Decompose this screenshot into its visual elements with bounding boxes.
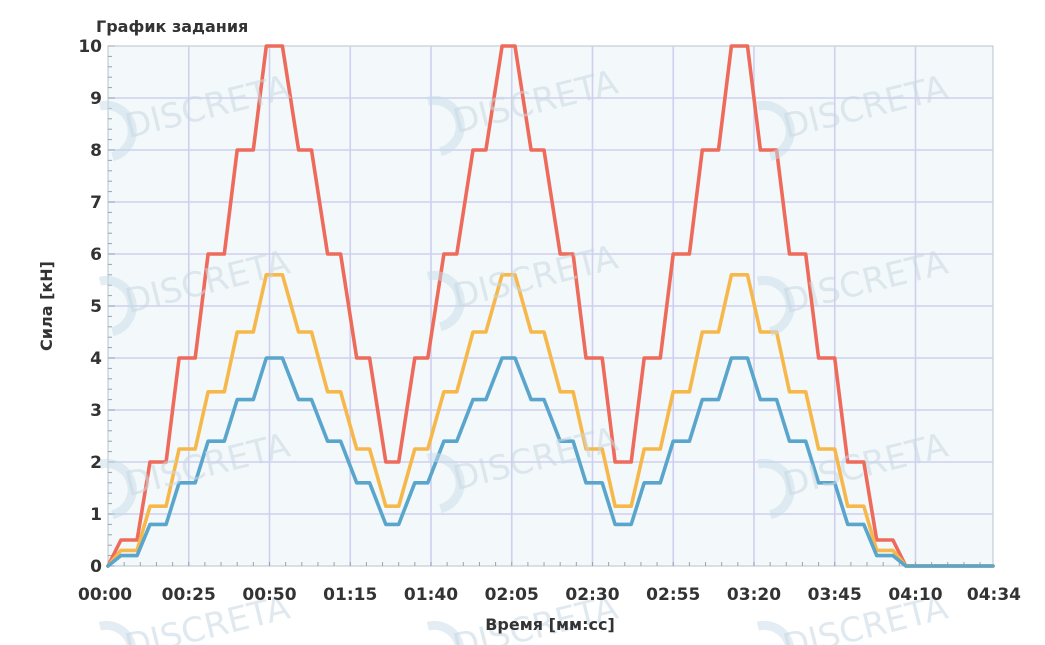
watermark-logo-icon: [426, 271, 465, 332]
watermark-logo-icon: [426, 453, 465, 514]
x-tick-label: 03:20: [727, 585, 781, 605]
series-line-0: [106, 44, 995, 568]
watermark-logo-icon: [98, 459, 137, 520]
y-tick-label: 0: [90, 557, 102, 577]
watermark-logo-icon: [426, 621, 465, 645]
series-group: [106, 44, 995, 568]
watermark-logo-icon: [756, 621, 795, 645]
x-tick-label: 00:50: [242, 585, 296, 605]
y-tick-label: 7: [90, 193, 102, 213]
x-tick-label: 02:55: [646, 585, 700, 605]
y-axis-label: Сила [кН]: [37, 261, 56, 351]
x-axis-label: Время [мм:сс]: [485, 615, 615, 634]
x-tick-label: 00:00: [78, 585, 132, 605]
x-tick-label: 01:40: [404, 585, 458, 605]
series-line-2: [106, 356, 995, 568]
x-tick-labels: 00:00 00:25 00:50 01:15 01:40 02:05 02:30 02:55…: [78, 585, 1021, 605]
watermark-logo-icon: [98, 276, 137, 337]
watermark-logo-icon: [98, 101, 137, 162]
watermark-logo-icon: [756, 276, 795, 337]
watermark-logo-icon: [426, 96, 465, 157]
y-tick-label: 9: [90, 89, 102, 109]
watermark-logo-icon: [756, 459, 795, 520]
y-tick-label: 4: [90, 349, 102, 369]
y-tick-label: 5: [90, 297, 102, 317]
x-tick-label: 02:30: [565, 585, 619, 605]
x-tick-label: 03:45: [808, 585, 862, 605]
x-tick-label: 00:25: [162, 585, 216, 605]
y-tick-label: 10: [78, 37, 102, 57]
x-tick-label: 04:10: [888, 585, 942, 605]
x-tick-label: 01:15: [323, 585, 377, 605]
watermark-logo-icon: [756, 101, 795, 162]
y-tick-labels: 0 1 2 3 4 5 6 7 8 9 10: [78, 37, 102, 577]
watermark-logo-icon: [98, 621, 137, 645]
y-tick-label: 1: [90, 505, 102, 525]
y-tick-label: 3: [90, 401, 102, 421]
series-line-1: [106, 272, 995, 568]
y-tick-label: 2: [90, 453, 102, 473]
chart-title: График задания: [96, 17, 248, 36]
x-tick-label: 04:34: [967, 585, 1021, 605]
x-tick-label: 02:05: [485, 585, 539, 605]
y-tick-label: 8: [90, 141, 102, 161]
y-tick-label: 6: [90, 245, 102, 265]
